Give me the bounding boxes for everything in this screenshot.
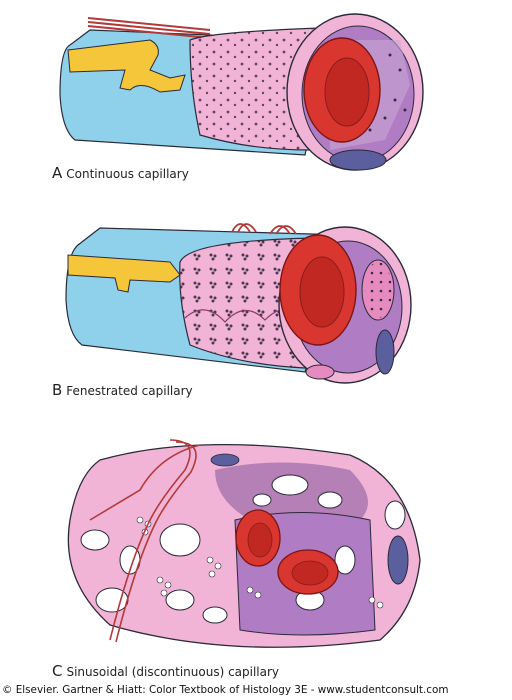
reticular-fibers-c <box>89 439 201 643</box>
caption-b-letter: B <box>52 381 63 399</box>
caption-a-text: Continuous capillary <box>66 167 189 181</box>
caption-b-text: Fenestrated capillary <box>66 384 193 398</box>
endothelial-nucleus-b <box>375 329 395 375</box>
caption-a: A Continuous capillary <box>52 164 189 182</box>
caption-c-text: Sinusoidal (discontinuous) capillary <box>66 665 280 679</box>
reticular-fibers-a <box>87 17 211 39</box>
caption-c: C Sinusoidal (discontinuous) capillary <box>52 662 279 680</box>
panel-c-sinusoidal-capillary <box>67 439 421 648</box>
large-gaps-c <box>80 474 406 624</box>
caption-a-letter: A <box>52 164 63 182</box>
endothelial-nucleus-c <box>387 535 409 585</box>
copyright-credit: © Elsevier. Gartner & Hiatt: Color Textb… <box>2 684 449 696</box>
caption-c-letter: C <box>52 662 63 680</box>
pericyte-process-a <box>67 39 186 93</box>
pericyte-process-b <box>67 254 181 293</box>
endothelial-nucleus-a <box>329 149 387 171</box>
reticular-fibers-b <box>231 223 297 235</box>
caption-b: B Fenestrated capillary <box>52 381 193 399</box>
panel-a-continuous-capillary <box>59 13 424 171</box>
panel-b-fenestrated-capillary <box>65 223 412 384</box>
